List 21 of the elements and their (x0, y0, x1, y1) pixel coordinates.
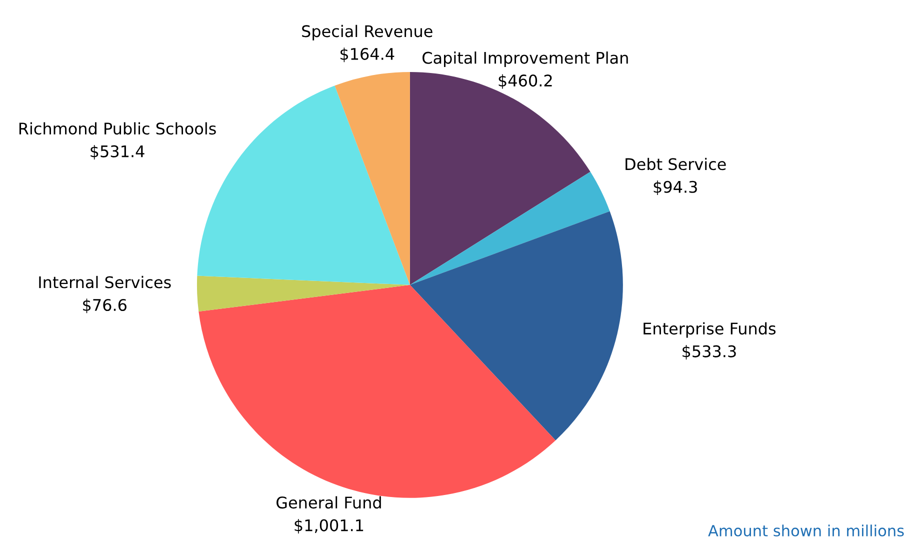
data-label: $531.4 (90, 144, 144, 160)
pie-slice (198, 284, 556, 498)
pie-slice (334, 72, 410, 285)
slice-label: Internal Services (39, 276, 171, 288)
pie-slice (196, 276, 410, 312)
pie-slice (410, 72, 590, 285)
slice-label: Richmond Public Schools (19, 122, 216, 135)
slice-label: Enterprise Funds (644, 322, 776, 338)
data-label: $164.4 (340, 48, 394, 62)
data-label: $94.3 (654, 180, 697, 196)
data-label: $533.3 (682, 344, 736, 360)
data-label: $76.6 (83, 298, 126, 314)
data-label: $1,001.1 (294, 518, 364, 534)
slice-label: Debt Service (626, 158, 726, 170)
pie-slice (410, 211, 623, 440)
slice-label: Capital Improvement Plan (422, 52, 628, 67)
text: Amount shown in millions (708, 524, 904, 536)
slice-label: General Fund (276, 496, 381, 509)
pie-slice (410, 172, 610, 285)
slice-label: Special Revenue (302, 24, 432, 40)
data-label: $460.2 (498, 74, 552, 89)
